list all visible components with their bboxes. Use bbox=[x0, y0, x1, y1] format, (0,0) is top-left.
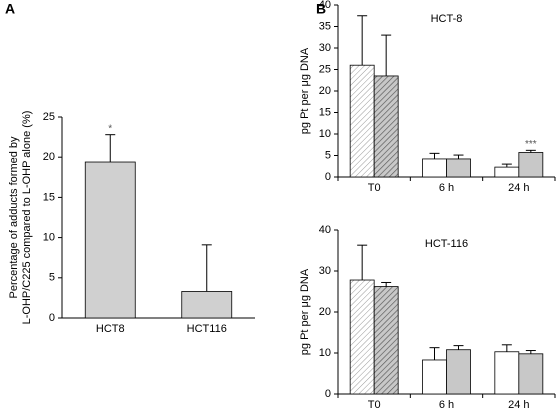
y-axis-label: pg Pt per μg DNA bbox=[299, 47, 311, 134]
annotation: * bbox=[108, 123, 112, 134]
y-tick-label: 25 bbox=[43, 111, 55, 123]
y-tick-label: 15 bbox=[43, 191, 55, 203]
y-tick-label: 10 bbox=[319, 128, 331, 140]
bar bbox=[446, 158, 471, 178]
y-tick-label: 15 bbox=[319, 106, 331, 118]
x-tick-label: T0 bbox=[368, 182, 381, 194]
y-tick-label: 30 bbox=[319, 265, 331, 277]
bar bbox=[422, 359, 447, 395]
chart-title: HCT-8 bbox=[431, 13, 463, 25]
x-tick-label: 6 h bbox=[439, 399, 454, 410]
y-tick-label: 20 bbox=[43, 151, 55, 163]
bar bbox=[373, 75, 399, 178]
x-tick-label: 24 h bbox=[508, 182, 529, 194]
y-tick-label: 10 bbox=[319, 347, 331, 359]
y-tick-label: 25 bbox=[319, 63, 331, 75]
bar bbox=[518, 353, 544, 395]
panel-label: A bbox=[5, 1, 15, 17]
y-tick-label: 40 bbox=[319, 0, 331, 11]
bar bbox=[494, 166, 520, 178]
x-tick-label: 24 h bbox=[508, 399, 529, 410]
y-tick-label: 5 bbox=[49, 272, 55, 284]
annotation: *** bbox=[525, 139, 537, 150]
y-tick-label: 35 bbox=[319, 20, 331, 32]
x-tick-label: HCT8 bbox=[96, 323, 125, 335]
y-tick-label: 20 bbox=[319, 306, 331, 318]
panel-label: B bbox=[316, 1, 326, 17]
bar bbox=[349, 64, 375, 178]
y-tick-label: 20 bbox=[319, 85, 331, 97]
bar bbox=[518, 152, 544, 178]
bar bbox=[446, 349, 471, 395]
y-tick-label: 40 bbox=[319, 224, 331, 236]
y-tick-label: 0 bbox=[325, 388, 331, 400]
y-tick-label: 10 bbox=[43, 232, 55, 244]
bar bbox=[494, 351, 520, 395]
y-tick-label: 0 bbox=[49, 312, 55, 324]
bar bbox=[349, 279, 375, 395]
y-tick-label: 5 bbox=[325, 149, 331, 161]
bar bbox=[84, 161, 136, 319]
bar bbox=[422, 158, 447, 178]
x-tick-label: 6 h bbox=[439, 182, 454, 194]
y-tick-label: 0 bbox=[325, 171, 331, 183]
y-axis-label: Percentage of adducts formed by bbox=[8, 136, 20, 299]
y-tick-label: 30 bbox=[319, 42, 331, 54]
y-axis-label: L-OHP/C225 compared to L-OHP alone (%) bbox=[21, 111, 33, 325]
bar bbox=[373, 286, 399, 395]
x-tick-label: T0 bbox=[368, 399, 381, 410]
y-axis-label: pg Pt per μg DNA bbox=[299, 268, 311, 355]
x-tick-label: HCT116 bbox=[187, 323, 227, 335]
bar bbox=[181, 291, 233, 319]
chart-title: HCT-116 bbox=[425, 238, 468, 250]
